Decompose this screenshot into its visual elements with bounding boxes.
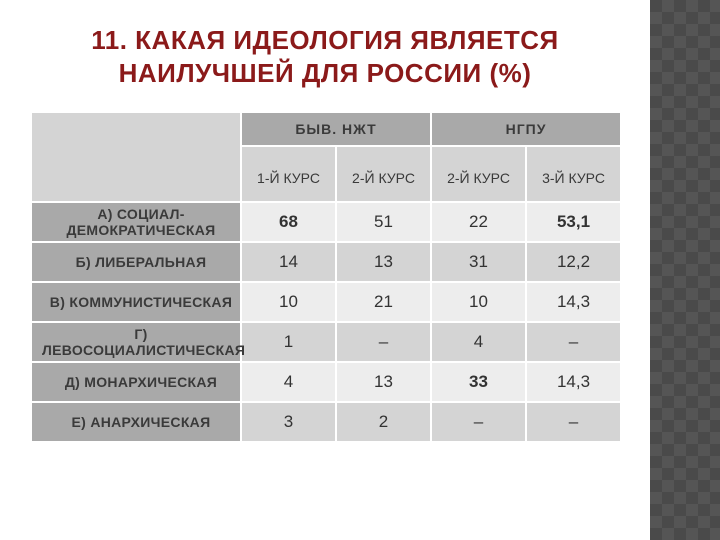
cell: 53,1 xyxy=(526,202,621,242)
cell: 10 xyxy=(431,282,526,322)
cell: 22 xyxy=(431,202,526,242)
page-title: 11. КАКАЯ ИДЕОЛОГИЯ ЯВЛЯЕТСЯ НАИЛУЧШЕЙ Д… xyxy=(30,24,620,89)
col-sub-1: 2-Й КУРС xyxy=(336,146,431,202)
cell: – xyxy=(336,322,431,362)
cell: 1 xyxy=(241,322,336,362)
cell: 4 xyxy=(241,362,336,402)
cell: 2 xyxy=(336,402,431,442)
table-row: Д) МОНАРХИЧЕСКАЯ4133314,3 xyxy=(31,362,621,402)
table-row: А) СОЦИАЛ-ДЕМОКРАТИЧЕСКАЯ68512253,1 xyxy=(31,202,621,242)
row-label: Д) МОНАРХИЧЕСКАЯ xyxy=(31,362,241,402)
cell: 14 xyxy=(241,242,336,282)
col-group-0: БЫВ. НЖТ xyxy=(241,112,431,146)
cell: 13 xyxy=(336,242,431,282)
col-sub-0: 1-Й КУРС xyxy=(241,146,336,202)
table-header-group-row: БЫВ. НЖТ НГПУ xyxy=(31,112,621,146)
cell: 4 xyxy=(431,322,526,362)
cell: 21 xyxy=(336,282,431,322)
cell: 12,2 xyxy=(526,242,621,282)
col-sub-3: 3-Й КУРС xyxy=(526,146,621,202)
cell: 14,3 xyxy=(526,362,621,402)
table-row: Е) АНАРХИЧЕСКАЯ32–– xyxy=(31,402,621,442)
row-label: А) СОЦИАЛ-ДЕМОКРАТИЧЕСКАЯ xyxy=(31,202,241,242)
col-sub-2: 2-Й КУРС xyxy=(431,146,526,202)
table-corner xyxy=(31,112,241,202)
cell: 31 xyxy=(431,242,526,282)
cell: – xyxy=(431,402,526,442)
cell: 68 xyxy=(241,202,336,242)
cell: 10 xyxy=(241,282,336,322)
row-label: Г) ЛЕВОСОЦИАЛИСТИЧЕСКАЯ xyxy=(31,322,241,362)
cell: 13 xyxy=(336,362,431,402)
side-pattern xyxy=(650,0,720,540)
table-body: А) СОЦИАЛ-ДЕМОКРАТИЧЕСКАЯ68512253,1Б) ЛИ… xyxy=(31,202,621,442)
cell: 3 xyxy=(241,402,336,442)
table-row: Г) ЛЕВОСОЦИАЛИСТИЧЕСКАЯ1–4– xyxy=(31,322,621,362)
slide-content: 11. КАКАЯ ИДЕОЛОГИЯ ЯВЛЯЕТСЯ НАИЛУЧШЕЙ Д… xyxy=(0,0,650,443)
cell: 33 xyxy=(431,362,526,402)
row-label: В) КОММУНИСТИЧЕСКАЯ xyxy=(31,282,241,322)
col-group-1: НГПУ xyxy=(431,112,621,146)
ideology-table: БЫВ. НЖТ НГПУ 1-Й КУРС 2-Й КУРС 2-Й КУРС… xyxy=(30,111,622,443)
row-label: Е) АНАРХИЧЕСКАЯ xyxy=(31,402,241,442)
cell: 14,3 xyxy=(526,282,621,322)
table-row: В) КОММУНИСТИЧЕСКАЯ10211014,3 xyxy=(31,282,621,322)
cell: – xyxy=(526,402,621,442)
table-row: Б) ЛИБЕРАЛЬНАЯ14133112,2 xyxy=(31,242,621,282)
row-label: Б) ЛИБЕРАЛЬНАЯ xyxy=(31,242,241,282)
cell: 51 xyxy=(336,202,431,242)
cell: – xyxy=(526,322,621,362)
